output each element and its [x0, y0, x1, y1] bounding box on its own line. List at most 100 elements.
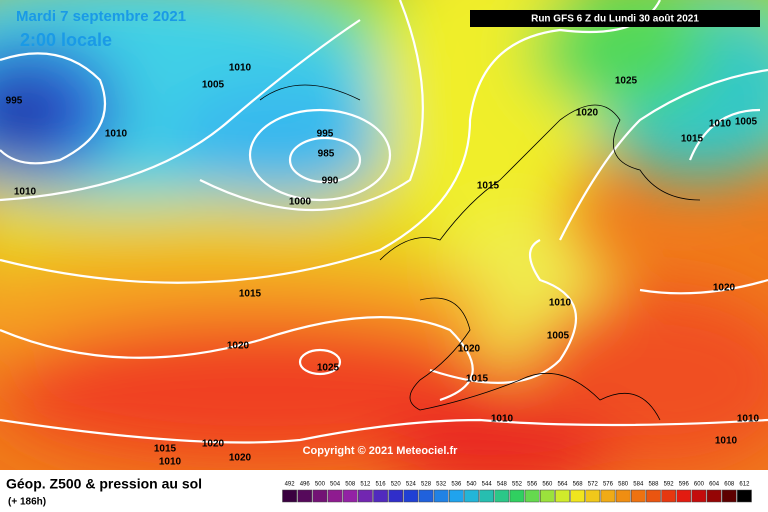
scale-label: 580 [618, 482, 629, 488]
scale-swatch [615, 489, 631, 503]
scale-swatch [403, 489, 419, 503]
isobar-label: 1010 [14, 187, 37, 198]
scale-swatch [600, 489, 616, 503]
isobar-label: 1010 [491, 414, 514, 425]
scale-label: 604 [709, 482, 720, 488]
footer-title: Géop. Z500 & pression au sol [6, 476, 202, 492]
isobar-label: 1010 [737, 414, 760, 425]
scale-label: 588 [648, 482, 659, 488]
scale-label: 564 [557, 482, 568, 488]
scale-label: 596 [679, 482, 690, 488]
isobar-label: 1010 [229, 63, 252, 74]
scale-swatch [342, 489, 358, 503]
scale-label: 496 [300, 482, 311, 488]
scale-label: 608 [724, 482, 735, 488]
scale-swatch [297, 489, 313, 503]
isobar-label: 995 [317, 129, 334, 140]
isobar-label: 1020 [576, 108, 599, 119]
scale-label: 584 [633, 482, 644, 488]
scale-swatch [721, 489, 737, 503]
isobar-label: 1010 [105, 129, 128, 140]
isobar-label: 1005 [547, 331, 570, 342]
isobar-label: 1015 [681, 134, 704, 145]
scale-swatch [327, 489, 343, 503]
color-scale: 492 496 500 504 508 512 516 520 524 528 532 536 540 5… [282, 482, 752, 503]
field: Mardi 7 septembre 2021 2:00 locale Run G… [0, 0, 768, 470]
scale-swatch [373, 489, 388, 503]
isobar-label: 1005 [202, 80, 225, 91]
scale-swatch [282, 489, 297, 503]
isobar-label: 1010 [715, 436, 738, 447]
isobar-label: 1025 [615, 76, 638, 87]
isobar-label: 990 [322, 176, 339, 187]
scale-swatch [479, 489, 495, 503]
scale-swatch [388, 489, 404, 503]
scale-swatch [524, 489, 540, 503]
isobar-label: 1005 [735, 117, 758, 128]
scale-label: 512 [360, 482, 371, 488]
copyright: Copyright © 2021 Meteociel.fr [303, 445, 459, 457]
scale-label: 552 [512, 482, 523, 488]
scale-swatch [676, 489, 692, 503]
isobar-label: 1020 [713, 283, 736, 294]
scale-swatch [509, 489, 525, 503]
scale-label: 556 [527, 482, 538, 488]
scale-swatch [312, 489, 328, 503]
isobar-label: 1010 [709, 119, 732, 130]
scale-swatch [449, 489, 464, 503]
scale-label: 504 [330, 482, 341, 488]
isobar-label: 1020 [202, 439, 225, 450]
scale-swatch [691, 489, 707, 503]
scale-swatch [706, 489, 722, 503]
scale-label: 576 [603, 482, 614, 488]
isobar-labels: 9951010100510101010995985990100010251020… [6, 63, 760, 468]
scale-swatch [555, 489, 570, 503]
scale-swatch [585, 489, 601, 503]
isobar-label: 1010 [159, 457, 182, 468]
scale-swatch [433, 489, 449, 503]
isobars [0, 0, 768, 444]
isobar-label: 1015 [477, 181, 500, 192]
isobar-label: 1025 [317, 363, 340, 374]
scale-label: 540 [467, 482, 478, 488]
scale-label: 528 [421, 482, 432, 488]
isobar-label: 1015 [466, 374, 489, 385]
isobar-label: 985 [318, 149, 335, 160]
isobar-label: 995 [6, 96, 23, 107]
time: 2:00 locale [20, 30, 112, 50]
scale-swatch [661, 489, 676, 503]
scale-label: 524 [406, 482, 417, 488]
isobar-label: 1020 [227, 341, 250, 352]
scale-swatch [630, 489, 646, 503]
scale-swatch [358, 489, 373, 503]
scale-label: 508 [345, 482, 356, 488]
scale-swatch [737, 489, 752, 503]
scale-label: 500 [315, 482, 326, 488]
scale-label: 600 [694, 482, 705, 488]
scale-label: 516 [376, 482, 387, 488]
isobar-label: 1000 [289, 197, 312, 208]
isobar-label: 1015 [239, 289, 262, 300]
scale-label: 568 [573, 482, 584, 488]
run: Run GFS 6 Z du Lundi 30 août 2021 [531, 14, 699, 25]
isobar-label: 1020 [229, 453, 252, 464]
scale-swatch [494, 489, 510, 503]
scale-label: 560 [542, 482, 553, 488]
scale-label: 544 [482, 482, 493, 488]
scale-label: 536 [451, 482, 462, 488]
scale-swatch [418, 489, 434, 503]
scale-label: 492 [285, 482, 296, 488]
run-box [470, 10, 760, 27]
scale-label: 532 [436, 482, 447, 488]
scale-label: 572 [588, 482, 599, 488]
footer-lead: (+ 186h) [8, 497, 46, 508]
coastlines [259, 84, 701, 421]
scale-label: 548 [497, 482, 508, 488]
isobar-label: 1015 [154, 444, 177, 455]
scale-label: 612 [739, 482, 750, 488]
scale-swatch [464, 489, 479, 503]
isobar-label: 1010 [549, 298, 572, 309]
scale-label: 592 [664, 482, 675, 488]
